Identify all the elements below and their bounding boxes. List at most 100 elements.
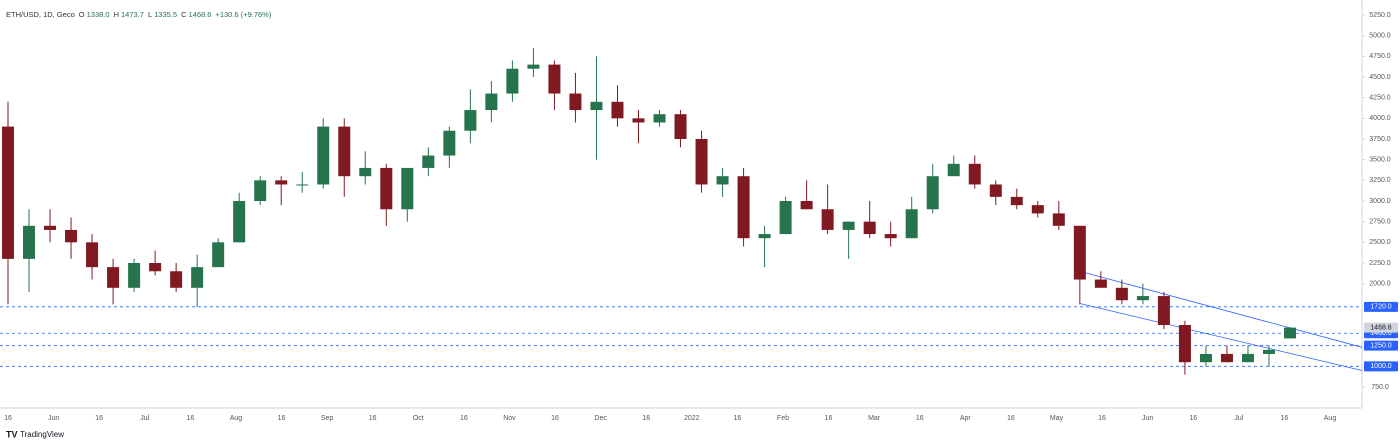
- y-tick-label: 750.0: [1371, 384, 1389, 391]
- price-badge: [1364, 361, 1398, 372]
- y-tick-label: 5250.0: [1369, 12, 1391, 19]
- candle-body: [23, 225, 36, 259]
- candle-body: [989, 184, 1002, 197]
- brand-name[interactable]: TradingView: [20, 430, 64, 439]
- candle-body: [569, 93, 582, 111]
- candle-body: [1284, 327, 1296, 339]
- candle-body: [2, 126, 14, 259]
- candle-body: [779, 201, 792, 235]
- candle-body: [1115, 287, 1128, 301]
- candle-body: [1241, 353, 1254, 363]
- candle-body: [317, 126, 330, 185]
- x-tick-label: 16: [1098, 415, 1106, 422]
- y-tick-label: 3500.0: [1369, 157, 1391, 164]
- x-tick-label: May: [1050, 415, 1064, 422]
- candle-body: [674, 114, 687, 139]
- candle-body: [842, 221, 855, 230]
- x-tick-label: 16: [369, 415, 377, 422]
- x-tick-label: 16: [186, 415, 194, 422]
- x-tick-label: 16: [1189, 415, 1197, 422]
- x-tick-label: 16: [733, 415, 741, 422]
- candle-body: [485, 93, 498, 111]
- candle-body: [44, 225, 57, 230]
- candle-body: [737, 176, 750, 239]
- candle-body: [611, 101, 624, 119]
- y-tick-label: 4250.0: [1369, 95, 1391, 102]
- x-tick-label: 16: [4, 415, 12, 422]
- candle-body: [107, 267, 120, 288]
- candle-body: [128, 263, 141, 288]
- candle-body: [1010, 196, 1023, 206]
- candle-body: [464, 110, 477, 131]
- x-tick-label: 16: [1007, 415, 1015, 422]
- candle-body: [86, 242, 99, 268]
- x-tick-label: Jun: [48, 415, 59, 422]
- x-tick-label: Dec: [594, 415, 607, 422]
- candle-body: [821, 209, 834, 230]
- candle-body: [884, 234, 897, 239]
- candle-body: [1157, 296, 1170, 325]
- x-tick-label: Jul: [140, 415, 149, 422]
- x-tick-label: Jun: [1142, 415, 1153, 422]
- x-tick-label: 16: [551, 415, 559, 422]
- y-tick-label: 3000.0: [1369, 198, 1391, 205]
- legend-text: 1473.7: [121, 10, 144, 19]
- candle-body: [800, 201, 813, 210]
- price-badge-label: 1720.0: [1370, 304, 1392, 311]
- candle-body: [359, 167, 372, 177]
- candle-body: [590, 101, 603, 111]
- candle-body: [926, 176, 939, 210]
- x-tick-label: Aug: [230, 415, 243, 422]
- candle-body: [548, 64, 561, 94]
- legend: ETH/USD, 1D, Geco O 1338.0 H 1473.7 L 1335.5 C 1…: [6, 10, 272, 19]
- candle-body: [254, 180, 267, 201]
- candle-body: [1031, 205, 1044, 214]
- x-tick-label: Mar: [868, 415, 881, 422]
- y-tick-label: 2500.0: [1369, 239, 1391, 246]
- candle-body: [1178, 325, 1191, 363]
- candle-body: [695, 139, 708, 185]
- price-badge: [1364, 340, 1398, 351]
- candle-body: [233, 201, 246, 243]
- y-tick-label: 3250.0: [1369, 177, 1391, 184]
- x-tick-label: Sep: [321, 415, 334, 422]
- candle-body: [527, 64, 540, 69]
- x-tick-label: 16: [825, 415, 833, 422]
- candle-body: [758, 234, 771, 239]
- y-tick-label: 5000.0: [1369, 33, 1391, 40]
- price-badge-label: 1468.6: [1370, 324, 1392, 331]
- x-tick-label: 16: [95, 415, 103, 422]
- y-tick-label: 2750.0: [1369, 219, 1391, 226]
- candle-body: [1052, 213, 1065, 226]
- candle-body: [443, 130, 456, 156]
- legend-text: 1335.5: [154, 10, 177, 19]
- x-tick-label: Jul: [1234, 415, 1243, 422]
- x-tick-label: 16: [1281, 415, 1289, 422]
- x-tick-label: Apr: [960, 415, 972, 422]
- x-tick-label: 2022: [684, 415, 700, 422]
- candle-body: [380, 167, 393, 210]
- candle-body: [275, 180, 288, 185]
- brand[interactable]: TV TradingView: [6, 429, 64, 439]
- candle-body: [1136, 296, 1149, 301]
- brand-logo[interactable]: TV: [6, 429, 18, 439]
- x-tick-label: Oct: [413, 415, 424, 422]
- candle-body: [653, 114, 666, 123]
- candle-body: [632, 118, 645, 123]
- candle-body: [422, 155, 435, 168]
- y-tick-label: 2000.0: [1369, 281, 1391, 288]
- legend-text: L: [148, 10, 152, 19]
- trendline: [1079, 270, 1363, 348]
- candle-body: [506, 68, 519, 94]
- candle-body: [947, 163, 960, 177]
- trendline: [1079, 303, 1363, 371]
- candle-body: [716, 176, 729, 185]
- candle-body: [1220, 353, 1233, 363]
- legend-text: H: [114, 10, 119, 19]
- candle-body: [863, 221, 876, 235]
- candle-body: [1073, 225, 1086, 280]
- price-badge-label: 1250.0: [1370, 343, 1392, 350]
- x-tick-label: Aug: [1324, 415, 1337, 422]
